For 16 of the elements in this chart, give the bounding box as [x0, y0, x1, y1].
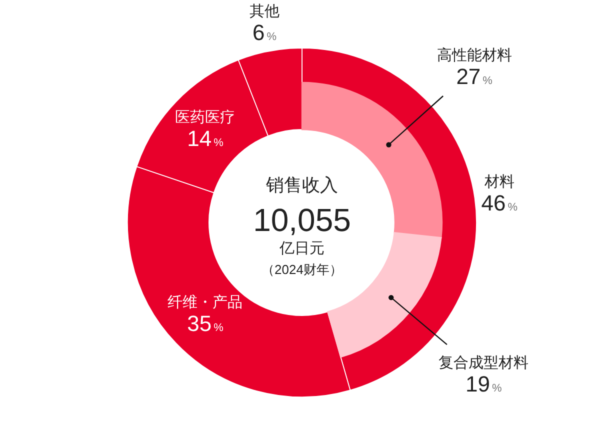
data-label: 14% [187, 126, 224, 152]
text: 10,055 [253, 202, 351, 238]
data-label: 19% [466, 371, 502, 396]
slice-label: 医药医疗 [175, 109, 236, 126]
slice-label: 材料 [483, 174, 514, 191]
text: 亿日元 [278, 240, 324, 257]
data-label: 27% [456, 64, 493, 89]
data-label: 46% [481, 190, 518, 216]
text: （2024财年） [262, 262, 342, 277]
slice-label: 其他 [250, 3, 280, 20]
text: 销售收入 [265, 175, 338, 195]
slice-label: 高性能材料 [436, 46, 512, 64]
slice-label: 复合成型材料 [438, 354, 529, 372]
slice-label: 纤维・产品 [168, 294, 243, 311]
data-label: 35% [187, 310, 224, 336]
data-label: 6% [252, 20, 277, 46]
